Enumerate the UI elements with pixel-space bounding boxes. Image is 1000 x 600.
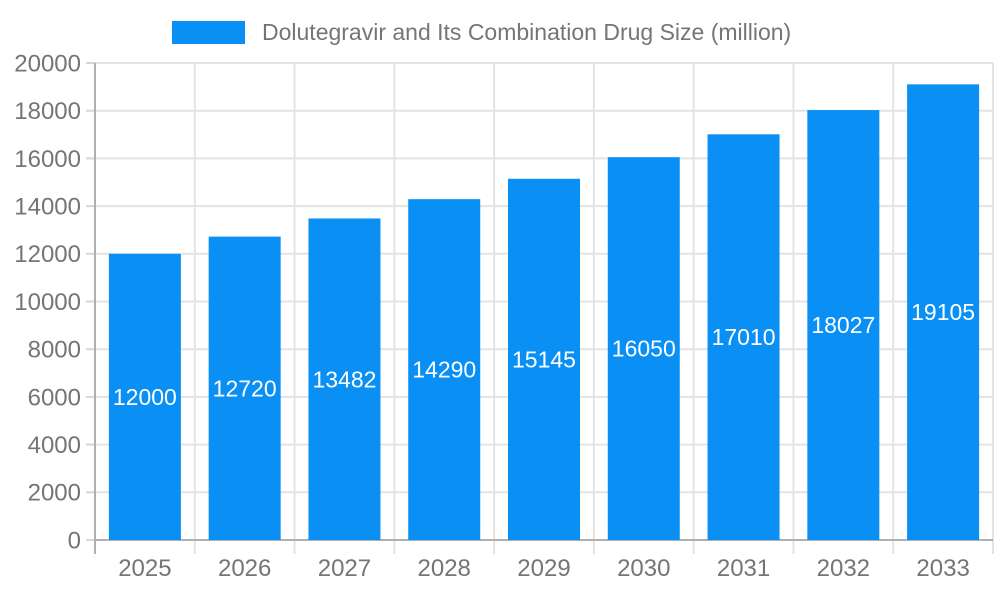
bar-value-label: 18027 (811, 312, 875, 338)
bar-value-label: 12720 (213, 375, 277, 401)
bar-value-label: 14290 (412, 357, 476, 383)
y-tick-label: 6000 (28, 384, 81, 411)
bar[interactable] (607, 157, 680, 540)
bar[interactable] (208, 236, 281, 541)
bar[interactable] (508, 178, 580, 540)
y-tick-label: 18000 (14, 98, 81, 125)
bar[interactable] (707, 134, 780, 540)
bar[interactable] (308, 218, 381, 541)
legend-color-swatch (172, 20, 245, 44)
y-tick-label: 20000 (14, 50, 81, 77)
y-tick-label: 14000 (14, 194, 81, 221)
chart-title: Dolutegravir and Its Combination Drug Si… (262, 18, 792, 45)
bar-value-label: 12000 (113, 384, 177, 410)
x-tick-label: 2025 (118, 555, 171, 582)
bar-value-label: 15145 (512, 346, 576, 372)
bar-value-label: 13482 (312, 366, 376, 392)
x-tick-label: 2028 (418, 555, 471, 582)
bar-value-label: 16050 (612, 336, 676, 362)
y-tick-label: 4000 (28, 432, 81, 459)
x-tick-label: 2026 (218, 555, 271, 582)
x-tick-label: 2033 (916, 555, 969, 582)
x-tick-label: 2032 (817, 555, 870, 582)
y-tick-label: 10000 (14, 289, 81, 316)
bar[interactable] (907, 84, 980, 540)
x-tick-label: 2031 (717, 555, 770, 582)
y-tick-label: 8000 (28, 337, 81, 364)
bar[interactable] (807, 110, 880, 540)
y-tick-label: 12000 (14, 241, 81, 268)
bar-value-label: 17010 (712, 324, 776, 350)
bar[interactable] (408, 199, 481, 540)
y-tick-label: 0 (68, 527, 81, 554)
y-tick-label: 2000 (28, 480, 81, 507)
x-tick-label: 2027 (318, 555, 371, 582)
bar[interactable] (108, 253, 181, 541)
y-tick-label: 16000 (14, 146, 81, 173)
bar-value-label: 19105 (911, 299, 975, 325)
x-tick-label: 2030 (617, 555, 670, 582)
chart-legend: Dolutegravir and Its Combination Drug Si… (172, 18, 791, 46)
x-tick-label: 2029 (517, 555, 570, 582)
